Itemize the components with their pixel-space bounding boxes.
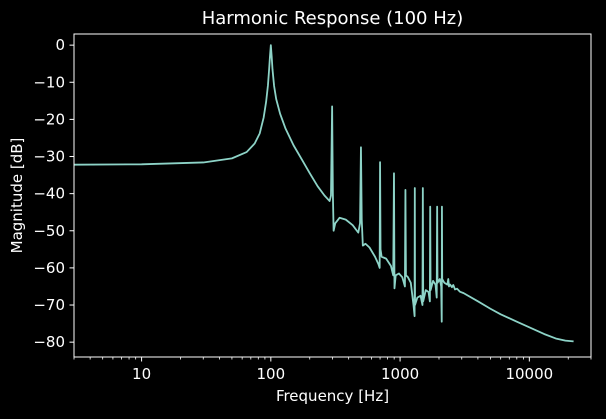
x-tick-label: 1000 [381, 365, 419, 383]
y-tick-label: −80 [33, 333, 65, 351]
y-tick-label: −60 [33, 259, 65, 277]
chart-title: Harmonic Response (100 Hz) [202, 8, 464, 29]
series-line-0 [73, 44, 574, 343]
y-tick-label: −70 [33, 296, 65, 314]
x-tick-label: 100 [257, 365, 286, 383]
plot-area [73, 44, 574, 343]
y-tick-label: −10 [33, 73, 65, 91]
y-tick-label: −50 [33, 222, 65, 240]
x-axis-label: Frequency [Hz] [276, 387, 389, 405]
x-tick-label: 10 [132, 365, 151, 383]
y-tick-label: −30 [33, 148, 65, 166]
x-tick-label: 10000 [505, 365, 553, 383]
y-tick-label: −40 [33, 185, 65, 203]
y-axis-label: Magnitude [dB] [8, 138, 26, 254]
x-axis: 10 100 1000 10000 [73, 357, 592, 383]
y-tick-label: 0 [55, 36, 65, 54]
y-axis: 0 −10 −20 −30 −40 −50 −60 −70 −80 [33, 36, 74, 351]
y-tick-label: −20 [33, 110, 65, 128]
